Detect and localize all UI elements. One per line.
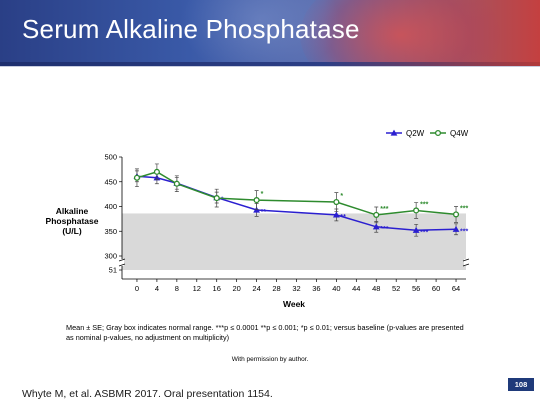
y-axis-title: Phosphatase xyxy=(46,216,99,226)
data-point-q4w xyxy=(253,197,260,204)
data-point-q2w xyxy=(412,226,420,233)
data-point-q2w xyxy=(332,211,340,218)
significance-label: *** xyxy=(420,201,428,208)
significance-label: * xyxy=(261,191,264,198)
y-tick-label: 400 xyxy=(104,202,117,211)
data-point-q4w xyxy=(213,195,220,202)
data-point-q4w xyxy=(173,180,180,187)
series-line-q4w xyxy=(136,171,457,216)
data-point-q4w xyxy=(133,174,141,181)
legend-label: Q4W xyxy=(450,129,469,138)
significance-label: *** xyxy=(460,205,468,212)
significance-label: * xyxy=(340,193,343,200)
x-tick-label: 40 xyxy=(332,284,340,293)
significance-label: ** xyxy=(340,214,346,221)
significance-label: *** xyxy=(460,228,468,235)
x-tick-label: 28 xyxy=(272,284,280,293)
data-point-q2w xyxy=(372,223,380,230)
x-tick-label: 8 xyxy=(175,284,179,293)
significance-label: * xyxy=(221,197,224,204)
y-axis-title: Alkaline xyxy=(56,206,89,216)
page-number: 108 xyxy=(508,378,534,391)
x-tick-label: 24 xyxy=(252,284,260,293)
x-tick-label: 16 xyxy=(213,284,221,293)
legend-label: Q2W xyxy=(406,129,425,138)
x-tick-label: 60 xyxy=(432,284,440,293)
significance-label: *** xyxy=(380,226,388,233)
x-tick-label: 32 xyxy=(292,284,300,293)
significance-label: ** xyxy=(261,209,267,216)
header-decoration-left xyxy=(180,0,340,62)
citation: Whyte M, et al. ASBMR 2017. Oral present… xyxy=(22,388,273,400)
y-axis-title: (U/L) xyxy=(62,226,82,236)
legend-marker xyxy=(390,129,398,136)
x-tick-label: 0 xyxy=(135,284,139,293)
y-tick-label: 500 xyxy=(104,153,117,162)
x-tick-label: 64 xyxy=(452,284,460,293)
x-tick-label: 12 xyxy=(193,284,201,293)
y-tick-label: 350 xyxy=(104,227,117,236)
axis-break-mark-right xyxy=(462,258,470,267)
slide-header: Serum Alkaline Phosphatase xyxy=(0,0,540,62)
y-tick-label: 300 xyxy=(104,252,117,261)
legend-marker xyxy=(434,129,442,137)
slide-title: Serum Alkaline Phosphatase xyxy=(22,14,360,44)
x-tick-label: 4 xyxy=(155,284,159,293)
data-point-q4w xyxy=(413,207,420,214)
x-tick-label: 52 xyxy=(392,284,400,293)
normal-range-band xyxy=(122,213,466,270)
data-point-q2w xyxy=(452,225,460,232)
x-axis-title: Week xyxy=(283,299,305,309)
header-divider-thin xyxy=(0,66,540,67)
x-tick-label: 48 xyxy=(372,284,380,293)
header-divider xyxy=(0,62,540,66)
significance-label: *** xyxy=(380,206,388,213)
x-tick-label: 20 xyxy=(232,284,240,293)
data-point-q4w xyxy=(452,211,460,218)
significance-label: *** xyxy=(420,229,428,236)
y-tick-label-break: 51 xyxy=(109,266,117,275)
data-point-q4w xyxy=(333,198,340,206)
y-tick-label: 450 xyxy=(104,177,117,186)
axis-break-mark xyxy=(118,258,126,267)
data-point-q4w xyxy=(373,211,380,218)
axis-break-gap xyxy=(464,259,468,266)
chart-footnote: Mean ± SE; Gray box indicates normal ran… xyxy=(66,323,464,342)
x-tick-label: 36 xyxy=(312,284,320,293)
x-tick-label: 56 xyxy=(412,284,420,293)
x-tick-label: 44 xyxy=(352,284,360,293)
data-point-q4w xyxy=(153,168,160,175)
axis-break-gap xyxy=(120,259,124,266)
permission-note: With permission by author. xyxy=(231,356,309,363)
header-decoration xyxy=(300,0,500,62)
